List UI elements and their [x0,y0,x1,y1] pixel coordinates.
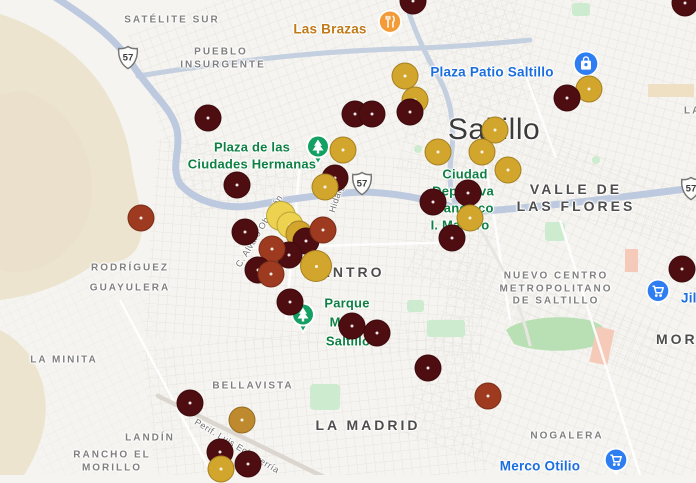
map-marker-yellow[interactable] [469,139,496,166]
map-marker-yellow[interactable] [330,137,357,164]
map-marker-yellow[interactable] [300,250,332,282]
map-marker-rust[interactable] [258,261,285,288]
map-marker-maroon[interactable] [277,289,304,316]
map-marker-maroon[interactable] [439,225,466,252]
map-marker-maroon[interactable] [339,313,366,340]
map-marker-maroon[interactable] [397,99,424,126]
map-marker-maroon[interactable] [235,451,262,478]
map-marker-yellow[interactable] [312,174,339,201]
map-marker-yellow[interactable] [495,157,522,184]
map-marker-ochre[interactable] [229,407,256,434]
map-marker-rust[interactable] [128,205,155,232]
map-marker-maroon[interactable] [669,256,696,283]
map-marker-maroon[interactable] [232,219,259,246]
map-marker-maroon[interactable] [554,85,581,112]
map-marker-maroon[interactable] [455,180,482,207]
map-marker-rust[interactable] [475,383,502,410]
map-marker-maroon[interactable] [177,390,204,417]
map-marker-maroon[interactable] [415,355,442,382]
map-marker-yellow[interactable] [392,63,419,90]
map-marker-maroon[interactable] [672,0,696,17]
map-marker-maroon[interactable] [420,189,447,216]
map-marker-yellow[interactable] [208,456,235,483]
map-marker-maroon[interactable] [224,172,251,199]
map-marker-maroon[interactable] [364,320,391,347]
map-marker-yellow[interactable] [425,139,452,166]
map-marker-maroon[interactable] [400,0,427,15]
map-marker-maroon[interactable] [195,105,222,132]
map-marker-rust[interactable] [310,217,337,244]
map-marker-maroon[interactable] [359,101,386,128]
